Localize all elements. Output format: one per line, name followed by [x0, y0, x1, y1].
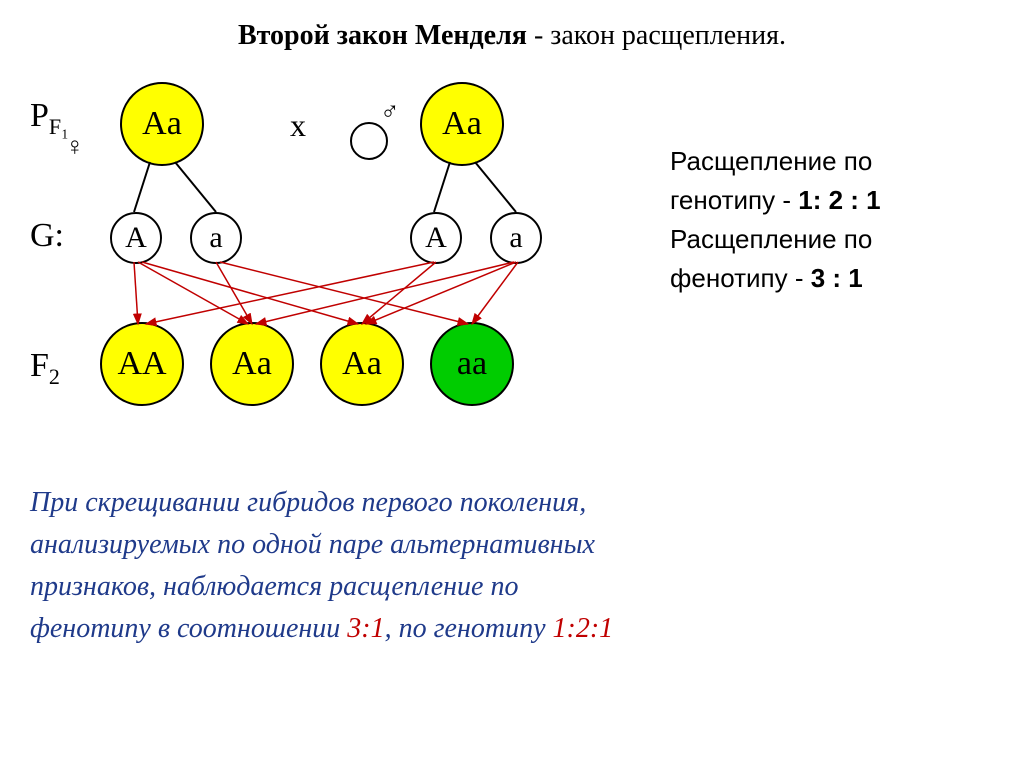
label-F2: F2: [30, 347, 60, 390]
law-line4: фенотипу в соотношении 3:1, по генотипу …: [30, 608, 994, 650]
offspring-3: aa: [430, 322, 514, 406]
label-G: G:: [30, 217, 64, 255]
ratio-geno-l2: генотипу - 1: 2 : 1: [670, 181, 881, 220]
male-symbol: ♂: [380, 97, 400, 127]
page-title: Второй закон Менделя - закон расщепления…: [30, 20, 994, 52]
ratio-geno-l1: Расщепление по: [670, 142, 881, 181]
gamete-0: A: [110, 212, 162, 264]
offspring-2: Aa: [320, 322, 404, 406]
gamete-3: a: [490, 212, 542, 264]
offspring-0: AA: [100, 322, 184, 406]
ratio-geno-l2b: 1: 2 : 1: [798, 185, 880, 215]
gamete-1: a: [190, 212, 242, 264]
law-l4d: 1:2:1: [553, 613, 614, 644]
law-line1: При скрещивании гибридов первого поколен…: [30, 482, 994, 524]
ratio-pheno-l1: Расщепление по: [670, 220, 881, 259]
law-l4b: 3:1: [347, 613, 384, 644]
male-gamete-icon: [350, 122, 388, 160]
law-l4a: фенотипу в соотношении: [30, 613, 347, 644]
cross-symbol: x: [290, 107, 306, 144]
genetics-diagram: PF₁ ♀ G: F2 x ♂ Aa Aa A a A a AA Aa Aa a…: [30, 62, 650, 422]
label-F2-sub: 2: [49, 364, 60, 389]
ratio-geno-l2a: генотипу -: [670, 185, 798, 215]
title-bold: Второй закон Менделя: [238, 20, 527, 51]
label-P-main: P: [30, 97, 49, 134]
label-P: PF₁: [30, 97, 69, 140]
offspring-1: Aa: [210, 322, 294, 406]
parent-right: Aa: [420, 82, 504, 166]
title-rest: - закон расщепления.: [527, 20, 786, 51]
label-F2-main: F: [30, 347, 49, 384]
ratio-pheno-l2: фенотипу - 3 : 1: [670, 259, 881, 298]
ratio-text: Расщепление по генотипу - 1: 2 : 1 Расще…: [670, 142, 881, 298]
law-line3: признаков, наблюдается расщепление по: [30, 566, 994, 608]
parent-left: Aa: [120, 82, 204, 166]
law-l4c: , по генотипу: [385, 613, 553, 644]
gamete-2: A: [410, 212, 462, 264]
law-definition: При скрещивании гибридов первого поколен…: [30, 482, 994, 650]
ratio-pheno-l2b: 3 : 1: [811, 263, 863, 293]
diagram-section: PF₁ ♀ G: F2 x ♂ Aa Aa A a A a AA Aa Aa a…: [30, 62, 994, 422]
law-line2: анализируемых по одной паре альтернативн…: [30, 524, 994, 566]
ratio-pheno-l2a: фенотипу -: [670, 263, 811, 293]
female-symbol: ♀: [65, 132, 85, 162]
